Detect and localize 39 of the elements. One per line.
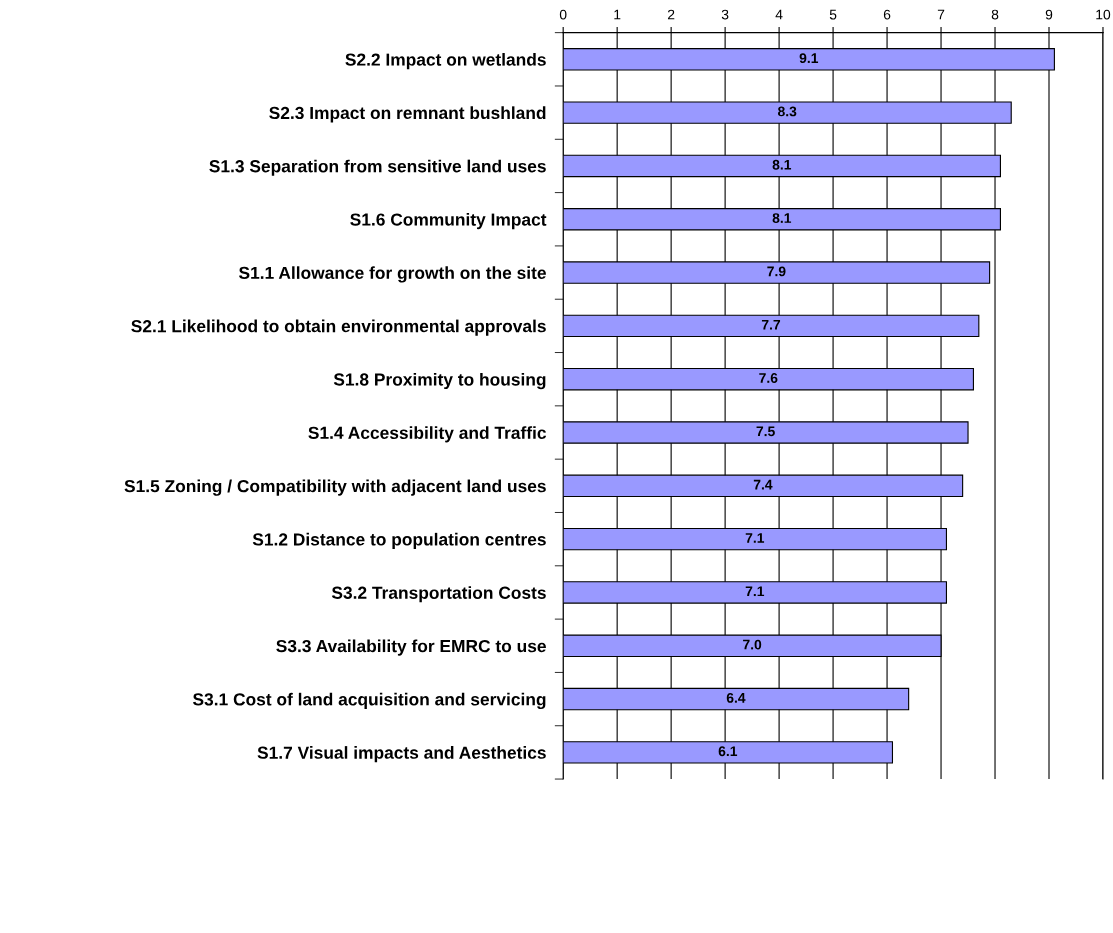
y-tick-label: S2.1 Likelihood to obtain environmental approvals <box>131 319 546 336</box>
data-label: 7.7 <box>761 319 781 330</box>
y-tick-label: S1.5 Zoning / Compatibility with adjacent land uses <box>124 479 546 496</box>
y-tick-label: S1.3 Separation from sensitive land uses <box>209 159 546 176</box>
x-tick-label: 1 <box>614 9 621 20</box>
x-tick-label: 0 <box>559 9 567 20</box>
y-tick-label: S1.8 Proximity to housing <box>333 372 546 390</box>
data-label: 7.9 <box>767 266 786 277</box>
x-tick-label: 9 <box>1045 9 1053 20</box>
data-label: 7.5 <box>756 426 775 437</box>
data-label: 7.1 <box>745 533 765 543</box>
y-tick-label: S1.6 Community Impact <box>350 212 547 230</box>
x-tick-label: 8 <box>991 9 999 20</box>
data-label: 6.1 <box>718 746 738 757</box>
y-tick-label: S3.3 Availability for EMRC to use <box>276 639 546 656</box>
y-tick-label: S3.2 Transportation Costs <box>331 586 546 603</box>
data-label: 6.4 <box>726 692 746 703</box>
x-tick-label: 5 <box>829 9 837 20</box>
x-tick-label: 10 <box>1096 9 1111 20</box>
x-tick-label: 4 <box>775 9 783 20</box>
data-label: 7.1 <box>745 586 765 597</box>
data-label: 7.6 <box>759 373 778 383</box>
x-tick-label: 6 <box>883 9 891 20</box>
x-tick-label: 3 <box>721 9 729 20</box>
data-label: 8.3 <box>777 106 797 117</box>
data-label: 7.0 <box>743 639 762 650</box>
data-label: 8.1 <box>772 159 792 170</box>
y-tick-label: S2.3 Impact on remnant bushland <box>269 106 546 123</box>
y-tick-label: S1.1 Allowance for growth on the site <box>239 266 546 283</box>
x-tick-label: 2 <box>667 9 675 20</box>
data-label: 7.4 <box>753 479 773 490</box>
y-tick-label: S1.2 Distance to population centres <box>252 532 546 550</box>
data-label: 8.1 <box>772 213 792 223</box>
data-label: 9.1 <box>799 53 819 64</box>
y-tick-label: S1.4 Accessibility and Traffic <box>308 426 547 443</box>
y-tick-label: S3.1 Cost of land acquisition and servicing <box>192 692 546 710</box>
y-tick-label: S2.2 Impact on wetlands <box>345 53 546 70</box>
y-tick-label: S1.7 Visual impacts and Aesthetics <box>257 746 546 763</box>
x-tick-label: 7 <box>937 9 945 20</box>
